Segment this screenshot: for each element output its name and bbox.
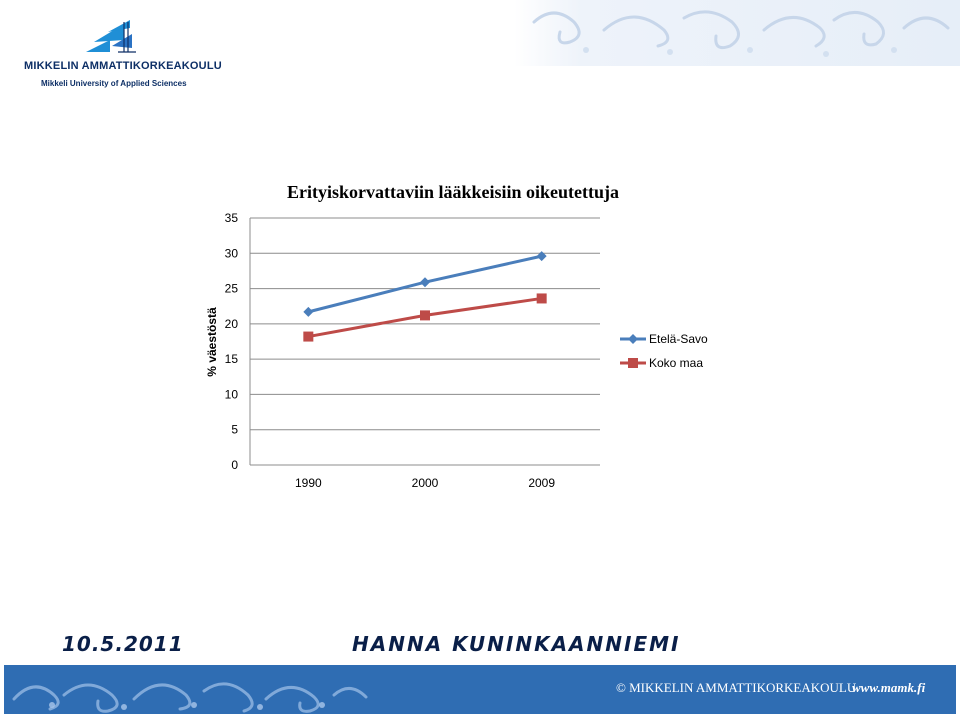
mamk-logo: MIKKELIN AMMATTIKORKEAKOULU Mikkeli Univ…	[24, 18, 222, 94]
y-tick-label: 15	[225, 352, 239, 366]
data-point	[303, 306, 314, 317]
data-point	[536, 293, 547, 304]
footer-url-link[interactable]: www.mamk.fi	[852, 680, 926, 695]
x-axis-ticks: 1990 2000 2009	[295, 476, 555, 490]
y-tick-label: 25	[225, 282, 239, 296]
y-axis-label: % väestöstä	[205, 307, 219, 377]
data-point	[420, 277, 430, 288]
x-tick-label: 1990	[295, 476, 322, 490]
data-point	[536, 251, 547, 262]
series-group	[303, 251, 547, 342]
logo-wing-icon	[86, 20, 136, 53]
series-1	[303, 293, 547, 342]
footer-ornament-icon	[12, 682, 368, 713]
data-point	[420, 310, 430, 321]
chart-title: Erityiskorvattaviin lääkkeisiin oikeutet…	[287, 182, 619, 202]
legend-label: Etelä-Savo	[649, 332, 708, 346]
series-0	[303, 251, 547, 317]
legend-label: Koko maa	[649, 356, 703, 370]
legend-item: Etelä-Savo	[620, 332, 708, 346]
x-tick-label: 2000	[412, 476, 439, 490]
logo-subtitle: Mikkeli University of Applied Sciences	[41, 79, 187, 88]
y-tick-label: 5	[231, 423, 238, 437]
gridlines	[249, 217, 600, 466]
footer-author: HANNA KUNINKAANNIEMI	[352, 632, 681, 656]
footer-copyright: © MIKKELIN AMMATTIKORKEAKOULU	[616, 680, 857, 695]
line-chart: Erityiskorvattaviin lääkkeisiin oikeutet…	[205, 182, 708, 490]
x-tick-label: 2009	[528, 476, 555, 490]
y-tick-label: 0	[231, 458, 238, 472]
legend-marker	[628, 334, 638, 344]
data-point	[303, 331, 314, 342]
y-tick-label: 35	[225, 211, 239, 225]
footer-date: 10.5.2011	[62, 632, 184, 656]
legend-marker	[628, 358, 638, 368]
footer-band	[4, 665, 956, 714]
legend: Etelä-Savo Koko maa	[620, 332, 708, 370]
y-tick-label: 10	[225, 387, 239, 401]
y-tick-label: 30	[225, 246, 239, 260]
top-ornament-icon	[514, 0, 960, 66]
y-tick-label: 20	[225, 317, 239, 331]
legend-item: Koko maa	[620, 356, 703, 370]
logo-name: MIKKELIN AMMATTIKORKEAKOULU	[24, 60, 222, 72]
y-axis-ticks: 0 5 10 15 20 25 30 35	[225, 211, 239, 472]
